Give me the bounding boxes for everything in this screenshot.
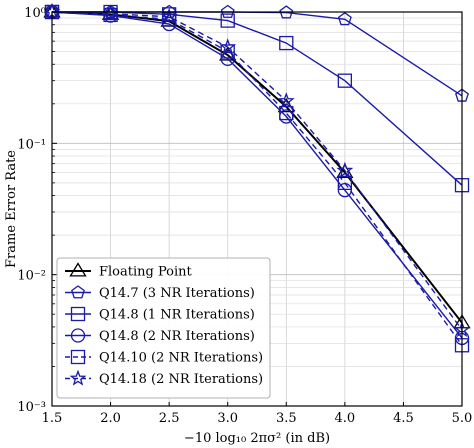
data-point [337, 175, 353, 191]
legend-marker [69, 369, 87, 386]
x-tick-label: 2.0 [100, 411, 121, 426]
data-point [220, 4, 235, 18]
data-point [279, 105, 294, 121]
x-tick-label: 1.5 [42, 411, 63, 426]
legend-label: Floating Point [99, 265, 193, 280]
axis-ticks: 1.5 2.0 2.5 3.0 3.5 4.0 4.5 5.0 10⁰ 10⁻¹ 10⁻² 10⁻³ [17, 6, 472, 426]
legend-label: Q14.8 (2 NR Iterations) [99, 329, 255, 344]
series-line [51, 11, 463, 324]
y-axis-label: Frame Error Rate [4, 150, 19, 268]
data-point [161, 12, 177, 27]
data-point [160, 7, 178, 24]
x-tick-label: 4.5 [393, 411, 414, 426]
legend-label: Q14.7 (3 NR Iterations) [99, 286, 255, 301]
legend: Floating Point Q14.7 (3 NR Iterations) Q14… [56, 257, 271, 399]
data-point [337, 73, 353, 88]
legend-marker [71, 285, 85, 299]
data-point [220, 13, 235, 28]
data-point [220, 44, 235, 59]
series-line [51, 11, 463, 331]
legend-entry: Q14.8 (2 NR Iterations) [65, 328, 255, 344]
legend-marker [69, 262, 87, 277]
legend-marker [70, 306, 86, 322]
x-tick-label: 3.0 [217, 411, 238, 426]
legend-entry: Q14.10 (2 NR Iterations) [65, 349, 263, 366]
x-tick-label: 5.0 [452, 411, 473, 426]
data-point [337, 11, 352, 26]
legend-label: Q14.18 (2 NR Iterations) [99, 372, 263, 387]
y-tick-label: 10⁻³ [17, 400, 46, 415]
legend-entry: Q14.18 (2 NR Iterations) [65, 369, 263, 387]
legend-entry: Floating Point [65, 262, 193, 280]
legend-entry: Q14.7 (3 NR Iterations) [65, 285, 255, 301]
y-tick-label: 10⁻² [17, 269, 46, 284]
series-line [52, 11, 463, 186]
legend-marker [70, 328, 86, 343]
legend-marker [70, 349, 86, 365]
legend-entry: Q14.8 (1 NR Iterations) [65, 306, 255, 323]
x-tick-label: 3.5 [276, 411, 297, 426]
legend-label: Q14.10 (2 NR Iterations) [99, 351, 263, 366]
data-point [279, 5, 294, 19]
series-line [51, 11, 463, 346]
y-tick-label: 10⁰ [24, 6, 46, 21]
data-point [277, 92, 295, 109]
x-tick-label: 4.0 [335, 411, 356, 426]
data-point [279, 35, 294, 51]
y-tick-label: 10⁻¹ [17, 137, 46, 152]
legend-label: Q14.8 (1 NR Iterations) [99, 308, 255, 323]
x-axis-label: −10 log₁₀ 2πσ² (in dB) [184, 431, 330, 446]
data-point [219, 38, 237, 55]
plot-frame [51, 11, 463, 407]
series-line [51, 11, 463, 339]
x-tick-label: 2.5 [159, 411, 180, 426]
data-point [336, 161, 354, 178]
legend-box [56, 257, 271, 399]
